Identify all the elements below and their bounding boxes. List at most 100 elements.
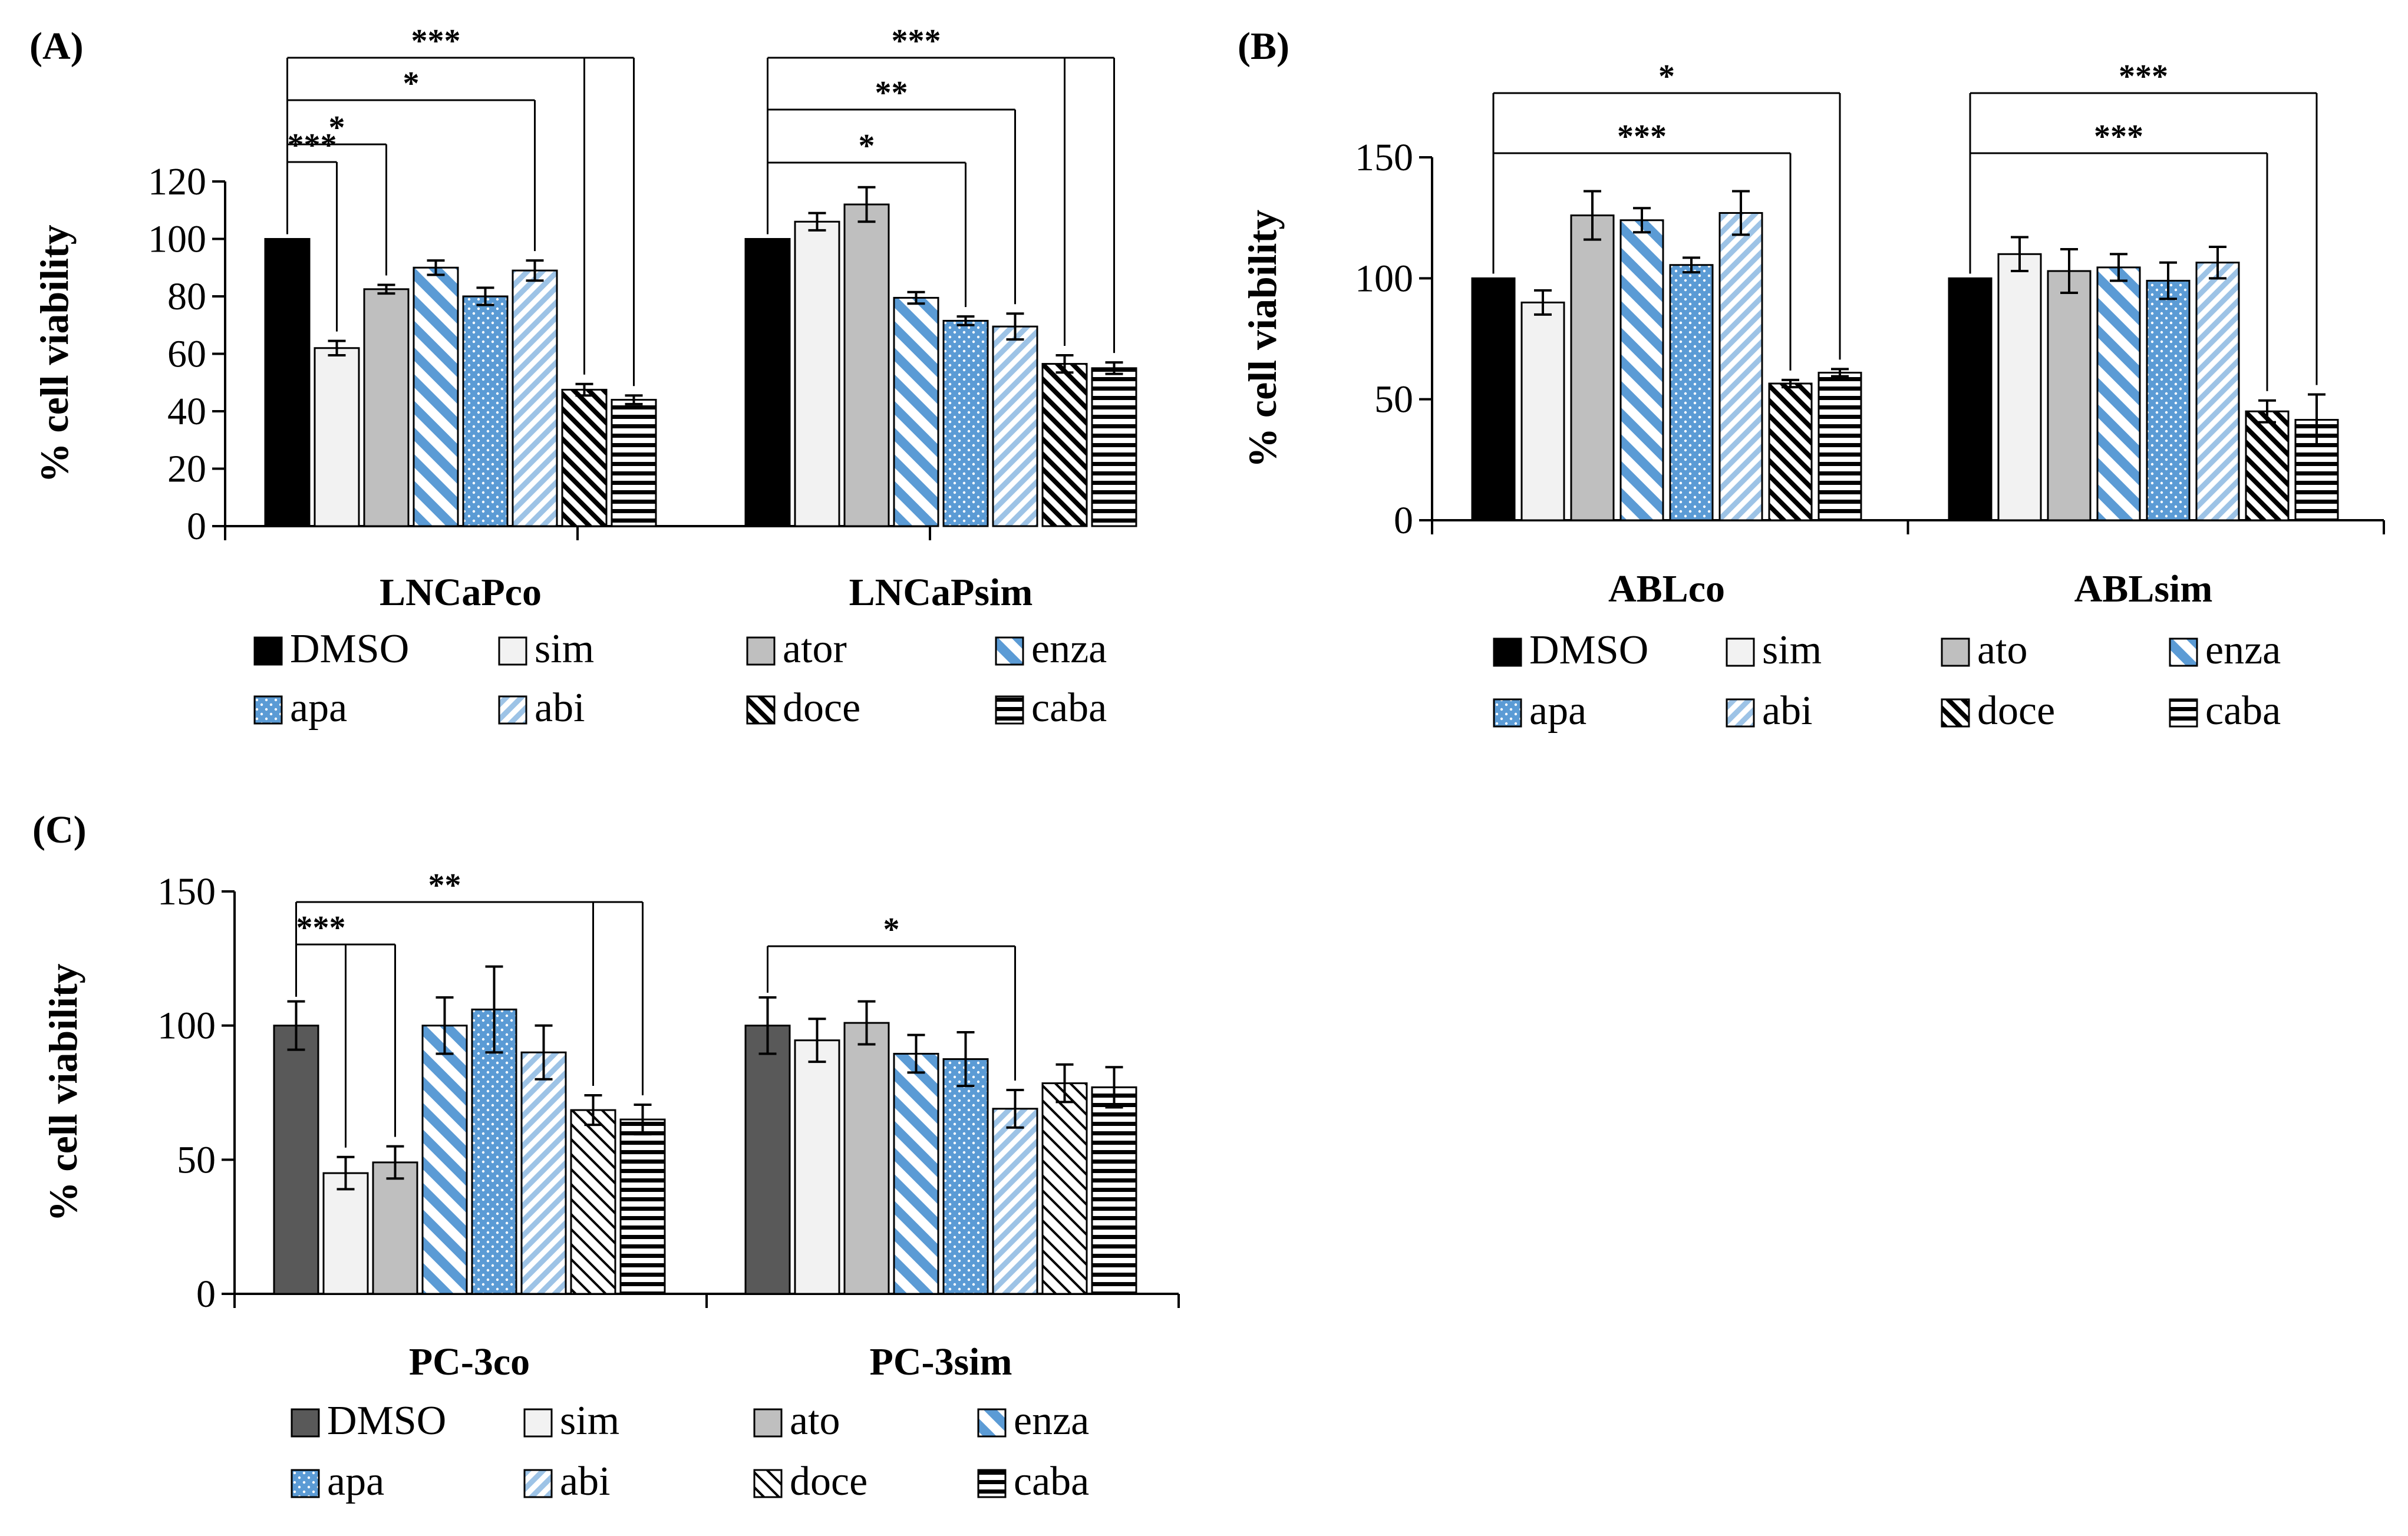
group-PC-3sim: PC-3sim * xyxy=(744,911,1137,1383)
legend-label: sim xyxy=(1762,627,1822,673)
bar-apa xyxy=(942,1058,989,1295)
significance-label: *** xyxy=(288,127,337,164)
legend-item-caba: caba xyxy=(2169,688,2281,734)
panel-a: (A) 0 20 40 60 80 100 120 % cell viability LNCaPc… xyxy=(29,23,1137,731)
bar-DMSO xyxy=(1948,277,1993,521)
bar-sim xyxy=(322,1172,369,1295)
legend-label: sim xyxy=(560,1398,619,1443)
bar-abi xyxy=(1718,212,1763,521)
y-tick-label: 150 xyxy=(157,870,216,913)
legend-swatch xyxy=(523,1408,553,1438)
legend-item-abi: abi xyxy=(523,1459,611,1504)
legend-swatch xyxy=(977,1408,1007,1438)
bar-abi xyxy=(992,325,1038,527)
legend-item-sim: sim xyxy=(498,626,594,672)
significance-bracket: * xyxy=(767,911,1016,1081)
legend-swatch xyxy=(995,695,1024,725)
significance-label: *** xyxy=(2119,58,2168,95)
legend-label: ato xyxy=(790,1398,840,1443)
bar-caba xyxy=(1817,371,1862,521)
bar-DMSO xyxy=(744,1025,791,1295)
y-tick-label: 0 xyxy=(187,505,206,548)
legend-label: abi xyxy=(1762,688,1813,734)
group-LNCaPsim: LNCaPsim****** xyxy=(744,23,1137,614)
bar-doce xyxy=(1041,363,1088,527)
legend-item-doce: doce xyxy=(746,685,860,731)
significance-bracket: *** xyxy=(295,910,347,1148)
legend: DMSO sim ato enza apa abi doce caba xyxy=(291,1398,1089,1504)
y-tick-label: 50 xyxy=(177,1138,216,1181)
legend-item-apa: apa xyxy=(253,685,347,731)
y-axis-label: % cell viability xyxy=(41,963,85,1221)
legend-swatch xyxy=(753,1469,783,1498)
bar-abi xyxy=(520,1051,567,1295)
bar-ator xyxy=(843,203,890,527)
significance-label: * xyxy=(883,911,900,948)
legend-swatch xyxy=(1941,637,1970,667)
legend-item-ato: ato xyxy=(1941,627,2028,673)
legend-label: caba xyxy=(1014,1459,1089,1504)
legend-item-ator: ator xyxy=(746,626,847,672)
significance-label: * xyxy=(403,65,420,102)
bar-enza xyxy=(893,296,939,527)
significance-bracket: *** xyxy=(1969,58,2318,385)
legend-label: caba xyxy=(2205,688,2281,734)
legend-item-caba: caba xyxy=(977,1459,1089,1504)
legend-swatch xyxy=(1726,637,1755,667)
legend-label: abi xyxy=(560,1459,611,1504)
legend-swatch xyxy=(2169,637,2198,667)
significance-bracket xyxy=(286,57,635,387)
legend-label: apa xyxy=(327,1459,384,1504)
legend-item-apa: apa xyxy=(291,1459,384,1504)
legend-label: ator xyxy=(783,626,847,672)
group-label: ABLco xyxy=(1608,567,1725,610)
legend-swatch xyxy=(746,695,776,725)
bar-doce xyxy=(1041,1082,1088,1295)
group-label: PC-3sim xyxy=(870,1340,1012,1383)
legend-item-enza: enza xyxy=(995,626,1107,672)
legend-label: apa xyxy=(1529,688,1586,734)
legend-swatch xyxy=(746,636,776,666)
legend-label: doce xyxy=(790,1459,867,1504)
bar-apa xyxy=(942,319,989,527)
legend-item-doce: doce xyxy=(1941,688,2055,734)
legend-item-abi: abi xyxy=(1726,688,1813,734)
legend-label: enza xyxy=(1031,626,1107,672)
bar-doce xyxy=(2245,410,2290,521)
bar-sim xyxy=(1997,253,2042,521)
bar-caba xyxy=(1091,1086,1137,1295)
legend-swatch xyxy=(523,1469,553,1498)
bar-ator xyxy=(363,288,410,527)
legend-item-apa: apa xyxy=(1493,688,1586,734)
significance-label: *** xyxy=(2094,118,2143,155)
significance-bracket: * xyxy=(1492,58,1841,360)
bar-caba xyxy=(619,1118,666,1295)
legend: DMSO sim ato enza apa abi doce caba xyxy=(1493,627,2281,734)
bar-enza xyxy=(2096,266,2141,521)
group-label: PC-3co xyxy=(409,1340,530,1383)
y-axis-label: % cell viability xyxy=(1240,210,1285,468)
y-tick-label: 100 xyxy=(157,1005,216,1048)
legend-item-sim: sim xyxy=(1726,627,1822,673)
legend-label: sim xyxy=(535,626,594,672)
bar-abi xyxy=(512,269,558,527)
bar-enza xyxy=(421,1025,468,1295)
legend-label: DMSO xyxy=(290,626,409,672)
legend-swatch xyxy=(995,636,1024,666)
significance-label: * xyxy=(859,128,875,164)
legend-label: enza xyxy=(1014,1398,1089,1443)
legend-item-DMSO: DMSO xyxy=(253,626,409,672)
legend-label: doce xyxy=(783,685,860,731)
y-tick-label: 40 xyxy=(167,390,206,433)
legend-swatch xyxy=(498,636,527,666)
bar-sim xyxy=(794,220,840,527)
legend-label: DMSO xyxy=(1529,627,1648,673)
group-ABLco: ABLco**** xyxy=(1471,58,1862,610)
panel-label: (A) xyxy=(29,25,84,68)
y-tick-label: 100 xyxy=(1355,257,1413,300)
legend-item-enza: enza xyxy=(977,1398,1089,1443)
bar-DMSO xyxy=(744,238,791,527)
significance-label: * xyxy=(1658,58,1675,95)
